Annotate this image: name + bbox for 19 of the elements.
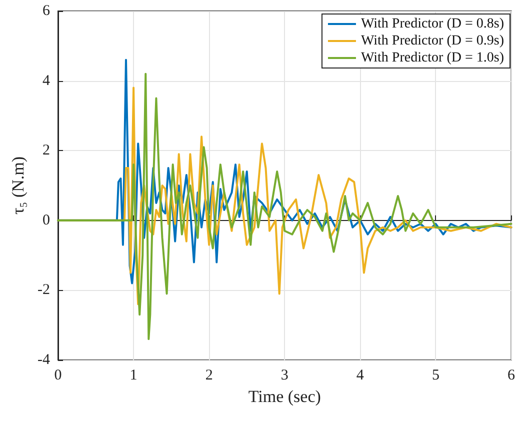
x-tick-label: 1 — [130, 368, 138, 384]
legend-label: With Predictor (D = 0.8s) — [360, 16, 504, 32]
line-series — [57, 72, 512, 340]
legend-label: With Predictor (D = 0.9s) — [360, 34, 504, 48]
x-tick-label: 6 — [508, 368, 516, 384]
y-tick-label: 0 — [42, 212, 50, 228]
y-axis-title: τ₅ (N.m) — [8, 156, 28, 215]
y-tick-label: 4 — [42, 72, 50, 89]
y-tick-label: 2 — [42, 142, 50, 159]
x-tick-label: 2 — [205, 368, 213, 384]
legend-label: With Predictor (D = 1.0s) — [360, 50, 504, 66]
y-tick-label: -2 — [38, 282, 50, 298]
y-tick-label: 6 — [42, 3, 50, 19]
x-tick-label: 3 — [280, 368, 288, 384]
x-tick-label: 0 — [54, 368, 62, 384]
x-tick-label: 4 — [356, 368, 364, 384]
y-tick-label: -4 — [38, 352, 50, 368]
x-axis-title: Time (sec) — [248, 387, 321, 406]
x-tick-label: 5 — [432, 368, 440, 384]
